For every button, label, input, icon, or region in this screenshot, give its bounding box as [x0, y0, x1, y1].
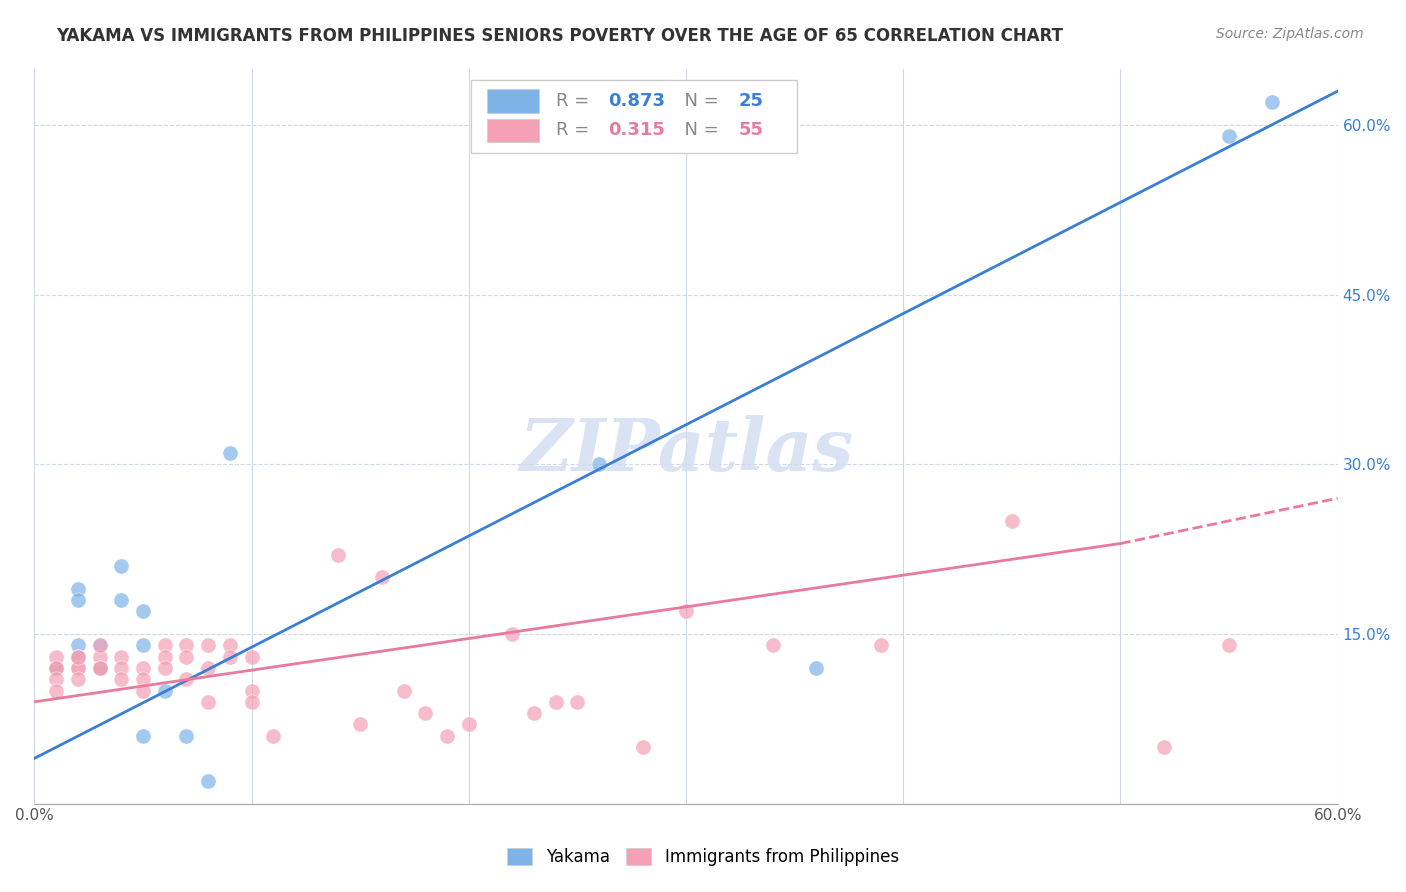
Text: YAKAMA VS IMMIGRANTS FROM PHILIPPINES SENIORS POVERTY OVER THE AGE OF 65 CORRELA: YAKAMA VS IMMIGRANTS FROM PHILIPPINES SE… — [56, 27, 1063, 45]
Point — [45, 661, 67, 675]
Point — [66, 672, 89, 686]
Point — [457, 717, 479, 731]
Point — [240, 683, 263, 698]
Point — [45, 649, 67, 664]
Point — [240, 695, 263, 709]
Point — [371, 570, 394, 584]
Point — [89, 661, 111, 675]
Point — [66, 649, 89, 664]
Point — [132, 604, 155, 618]
Point — [176, 649, 198, 664]
Text: N =: N = — [673, 92, 724, 110]
Point — [89, 661, 111, 675]
Text: 0.315: 0.315 — [607, 121, 665, 139]
Point — [89, 661, 111, 675]
Point — [870, 638, 893, 652]
Point — [631, 740, 654, 755]
Point — [153, 661, 176, 675]
Point — [176, 729, 198, 743]
Point — [66, 638, 89, 652]
Legend: Yakama, Immigrants from Philippines: Yakama, Immigrants from Philippines — [499, 840, 907, 875]
Point — [110, 593, 132, 607]
Point — [1218, 638, 1240, 652]
Point — [89, 649, 111, 664]
Point — [110, 559, 132, 574]
Point — [132, 638, 155, 652]
Point — [110, 649, 132, 664]
Point — [328, 548, 350, 562]
Point — [1153, 740, 1175, 755]
Point — [66, 582, 89, 596]
Text: Source: ZipAtlas.com: Source: ZipAtlas.com — [1216, 27, 1364, 41]
Point — [45, 661, 67, 675]
Text: ZIPatlas: ZIPatlas — [519, 416, 853, 486]
Point — [197, 695, 219, 709]
Point — [89, 638, 111, 652]
Point — [45, 672, 67, 686]
Point — [45, 683, 67, 698]
Point — [197, 661, 219, 675]
Point — [153, 649, 176, 664]
FancyBboxPatch shape — [471, 79, 797, 153]
Point — [436, 729, 458, 743]
Point — [66, 593, 89, 607]
Point — [153, 638, 176, 652]
Point — [392, 683, 415, 698]
Point — [588, 458, 610, 472]
FancyBboxPatch shape — [486, 89, 538, 112]
Point — [45, 661, 67, 675]
Point — [45, 661, 67, 675]
Point — [197, 774, 219, 789]
Point — [415, 706, 437, 720]
Point — [132, 729, 155, 743]
Point — [176, 638, 198, 652]
Point — [523, 706, 546, 720]
Point — [218, 446, 240, 460]
Point — [675, 604, 697, 618]
Point — [110, 661, 132, 675]
Point — [176, 672, 198, 686]
Point — [132, 683, 155, 698]
FancyBboxPatch shape — [486, 119, 538, 142]
Point — [89, 638, 111, 652]
Point — [66, 661, 89, 675]
Text: 55: 55 — [738, 121, 763, 139]
Point — [544, 695, 567, 709]
Point — [66, 649, 89, 664]
Point — [218, 638, 240, 652]
Point — [197, 638, 219, 652]
Point — [153, 683, 176, 698]
Point — [132, 661, 155, 675]
Point — [806, 661, 828, 675]
Point — [501, 627, 523, 641]
Point — [66, 649, 89, 664]
Point — [110, 672, 132, 686]
Text: 25: 25 — [738, 92, 763, 110]
Point — [1218, 129, 1240, 144]
Point — [349, 717, 371, 731]
Point — [262, 729, 284, 743]
Point — [567, 695, 589, 709]
Point — [89, 661, 111, 675]
Text: R =: R = — [555, 92, 595, 110]
Point — [1261, 95, 1284, 110]
Point — [762, 638, 785, 652]
Point — [240, 649, 263, 664]
Text: 0.873: 0.873 — [607, 92, 665, 110]
Point — [218, 649, 240, 664]
Text: N =: N = — [673, 121, 724, 139]
Point — [132, 672, 155, 686]
Text: R =: R = — [555, 121, 595, 139]
Point — [66, 661, 89, 675]
Point — [1001, 514, 1024, 528]
